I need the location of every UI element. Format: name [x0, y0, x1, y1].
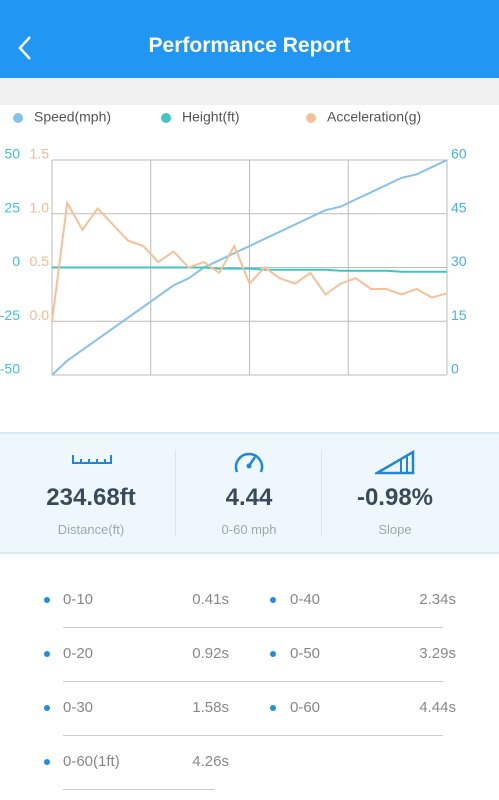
time-label: 0-20 [63, 645, 94, 662]
time-label: 0-60(1ft) [63, 753, 120, 770]
y3-tick-label: 15 [451, 307, 467, 323]
legend-dot [161, 113, 171, 123]
spacer [0, 78, 499, 105]
ruler-icon [72, 455, 112, 464]
y2-tick-label: 0.5 [30, 253, 50, 269]
gauge-icon [234, 452, 264, 473]
bullet [270, 597, 276, 603]
y-tick-label: -25 [0, 307, 20, 323]
bullet [44, 597, 50, 603]
row-divider [63, 735, 443, 736]
stat-value: -0.98% [356, 484, 434, 511]
y-tick-label: 25 [4, 199, 20, 215]
time-label: 0-40 [290, 591, 321, 608]
header-title: Performance Report [148, 34, 351, 57]
stat-label: Slope [378, 522, 412, 537]
y3-tick-label: 0 [451, 361, 459, 377]
time-value: 3.29s [419, 645, 456, 662]
time-value: 0.92s [192, 645, 229, 662]
y2-tick-label: 1.0 [30, 199, 50, 215]
divider [175, 450, 176, 536]
stats-panel: 234.68ft Distance(ft) 4.44 0-60 mph -0.9… [0, 432, 499, 554]
time-label: 0-50 [290, 645, 321, 662]
y3-tick-label: 60 [451, 146, 467, 162]
y-tick-label: 50 [4, 146, 20, 162]
bullet [44, 651, 50, 657]
slope-icon [375, 449, 415, 475]
divider [321, 450, 322, 536]
legend-label: Height(ft) [182, 109, 240, 125]
bullet [44, 759, 50, 765]
row-divider [63, 789, 215, 790]
header: Performance Report [0, 0, 499, 78]
time-label: 0-10 [63, 591, 94, 608]
time-value: 0.41s [192, 591, 229, 608]
legend-dot [306, 113, 316, 123]
stat-label: Distance(ft) [57, 522, 125, 537]
time-label: 0-60 [290, 699, 321, 716]
bullet [270, 705, 276, 711]
row-divider [63, 627, 443, 628]
y2-tick-label: 0.0 [30, 307, 50, 323]
row-divider [63, 681, 443, 682]
time-value: 4.26s [192, 753, 229, 770]
time-value: 1.58s [192, 699, 229, 716]
time-value: 4.44s [419, 699, 456, 716]
bullet [44, 705, 50, 711]
stat: -0.98% Slope [312, 434, 478, 552]
legend-label: Speed(mph) [34, 109, 111, 125]
legend-dot [13, 113, 23, 123]
time-label: 0-30 [63, 699, 94, 716]
y3-tick-label: 30 [451, 253, 467, 269]
series-line [51, 199, 448, 322]
y-tick-label: 0 [12, 253, 20, 269]
bullet [270, 651, 276, 657]
time-value: 2.34s [419, 591, 456, 608]
y-tick-label: -50 [0, 361, 20, 377]
legend-label: Acceleration(g) [327, 109, 421, 125]
y2-tick-label: 1.5 [30, 146, 50, 162]
chart: Speed(mph) Height(ft) Acceleration(g) -50 -2… [0, 109, 467, 377]
y3-tick-label: 45 [451, 199, 467, 215]
stat: 4.44 0-60 mph [166, 434, 332, 552]
stat-value: 4.44 [225, 484, 273, 511]
stat: 234.68ft Distance(ft) [8, 434, 174, 552]
stat-label: 0-60 mph [221, 522, 277, 537]
series-line [51, 159, 448, 376]
back-button[interactable] [14, 34, 38, 62]
stat-value: 234.68ft [46, 484, 136, 511]
series-line [52, 266, 447, 273]
